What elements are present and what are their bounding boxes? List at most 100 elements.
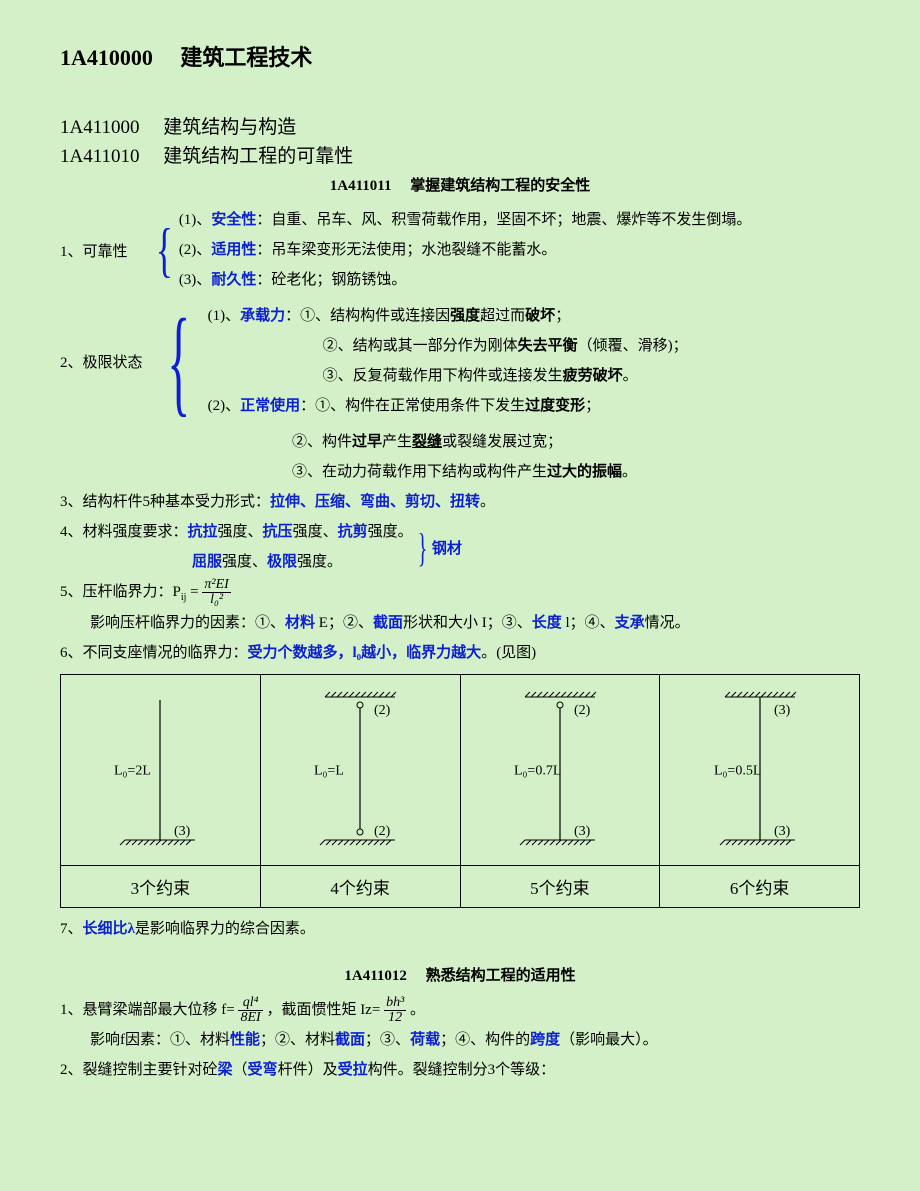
t: ql⁴ (238, 996, 262, 1011)
t: ；④、构件的 (440, 1032, 530, 1048)
t: 强度。 (368, 524, 413, 540)
t: 强度 (450, 308, 480, 324)
t: 抗拉 (188, 524, 218, 540)
table-diagram-cell: (2)(3)L₀=0.7L (460, 675, 660, 866)
item5: 5、压杆临界力：Pij = π²EI l₀² (60, 577, 860, 608)
table-diagram-cell: (3) (3) L₀=0.5L (660, 675, 860, 866)
t: l₀² (202, 593, 230, 607)
brace-icon: { (167, 319, 190, 403)
item2-line1c: ③、反复荷载作用下构件或连接发生疲劳破坏。 (208, 361, 860, 391)
item6: 6、不同支座情况的临界力：受力个数越多，l₀越小，临界力越大。(见图) (60, 638, 860, 668)
item1-1-rest: ：自重、吊车、风、积雪荷载作用，坚固不坏；地震、爆炸等不发生倒塌。 (256, 212, 751, 228)
t: 性能 (230, 1032, 260, 1048)
svg-text:(3): (3) (574, 824, 591, 839)
item2-line2b: ②、构件过早产生裂缝或裂缝发展过宽； (60, 427, 860, 457)
item1-line2: (2)、适用性：吊车梁变形无法使用；水池裂缝不能蓄水。 (179, 235, 860, 265)
main-title: 1A410000 建筑工程技术 (60, 40, 860, 72)
svg-text:L₀=L: L₀=L (314, 764, 344, 779)
svg-text:(3): (3) (774, 703, 791, 718)
sub2-title: 1A411010 建筑结构工程的可靠性 (60, 141, 860, 168)
t: ②、构件 (292, 434, 352, 450)
t: 构件。裂缝控制分3个等级： (368, 1062, 556, 1078)
table-diagram-row: (3)L₀=2L(2)(2)L₀=L(2)(3)L₀=0.7L(3)(3)L₀=… (61, 675, 860, 866)
t: ，截面惯性矩 Iz= (266, 1002, 384, 1018)
svg-text:(3): (3) (174, 824, 191, 839)
sub1-title: 1A411000 建筑结构与构造 (60, 112, 860, 139)
column-diagram: (2)(3)L₀=0.7L (465, 675, 655, 865)
t: 受力个数越多，l₀越小，临界力越大 (248, 645, 482, 661)
item2-line1: (1)、承载力：①、结构构件或连接因强度超过而破坏； (208, 301, 860, 331)
table-footer-row: 3个约束4个约束5个约束6个约束 (61, 866, 860, 908)
main-title-code: 1A410000 (60, 45, 153, 70)
t: 2、裂缝控制主要针对砼 (60, 1062, 218, 1078)
t: 1、悬臂梁端部最大位移 f= (60, 1002, 238, 1018)
t: 截面 (335, 1032, 365, 1048)
t: 7、 (60, 921, 83, 937)
column-diagram: (3) L₀=2L (65, 675, 255, 865)
sub2-text: 建筑结构工程的可靠性 (163, 146, 353, 167)
fraction: π²EI l₀² (202, 578, 230, 607)
fraction: ql⁴ 8EI (238, 996, 262, 1025)
item2-line2c: ③、在动力荷载作用下结构或构件产生过大的振幅。 (60, 457, 860, 487)
item3: 3、结构杆件5种基本受力形式：拉伸、压缩、弯曲、剪切、扭转。 (60, 487, 860, 517)
svg-text:L₀=0.5L: L₀=0.5L (714, 764, 761, 779)
item1-3-rest: ：砼老化；钢筋锈蚀。 (256, 272, 406, 288)
t: 受拉 (338, 1062, 368, 1078)
item1-3-key: 耐久性 (211, 272, 256, 288)
t: 极限 (267, 554, 297, 570)
t: 抗压 (263, 524, 293, 540)
t: 。 (622, 464, 637, 480)
t: 屈服 (192, 554, 222, 570)
t: 超过而 (480, 308, 525, 324)
svg-text:(3): (3) (774, 824, 791, 839)
steel-brace-icon: } (417, 524, 427, 571)
fraction: bh³ 12 (384, 996, 406, 1025)
t: 失去平衡 (518, 338, 578, 354)
table-footer-cell: 5个约束 (460, 866, 660, 908)
item2-line1b: ②、结构或其一部分作为刚体失去平衡（倾覆、滑移)； (208, 331, 860, 361)
sub3-title: 1A411011 掌握建筑结构工程的安全性 (60, 174, 860, 195)
t: 形状和大小 I；③、 (403, 615, 532, 631)
table-footer-cell: 3个约束 (61, 866, 261, 908)
s2-item2: 2、裂缝控制主要针对砼梁（受弯杆件）及受拉构件。裂缝控制分3个等级： (60, 1055, 860, 1085)
t: (2)、 (208, 398, 241, 414)
t: 或裂缝发展过宽； (442, 434, 562, 450)
t: 过大的振幅 (547, 464, 622, 480)
s2-item1: 1、悬臂梁端部最大位移 f= ql⁴ 8EI ，截面惯性矩 Iz= bh³ 12… (60, 995, 860, 1025)
item4-steel: 钢材 (432, 537, 462, 558)
t: 长度 (532, 615, 562, 631)
t: bh³ (384, 996, 406, 1011)
t: E；②、 (315, 615, 373, 631)
t: 8EI (238, 1011, 262, 1025)
t: 是影响临界力的综合因素。 (135, 921, 315, 937)
t: 梁 (218, 1062, 233, 1078)
t: 荷载 (410, 1032, 440, 1048)
sub3-text: 掌握建筑结构工程的安全性 (410, 178, 590, 194)
item4-a: 4、材料强度要求：抗拉强度、抗压强度、抗剪强度。 (60, 517, 413, 547)
column-diagram: (3) (3) L₀=0.5L (665, 675, 855, 865)
t: 影响f因素：①、材料 (90, 1032, 230, 1048)
svg-text:L₀=2L: L₀=2L (114, 764, 151, 779)
item1-line3: (3)、耐久性：砼老化；钢筋锈蚀。 (179, 265, 860, 295)
t: 产生 (382, 434, 412, 450)
t: 影响压杆临界力的因素：①、 (90, 615, 285, 631)
svg-text:L₀=0.7L: L₀=0.7L (514, 764, 561, 779)
t: 。 (480, 494, 495, 510)
t: 情况。 (645, 615, 690, 631)
t: 4、材料强度要求： (60, 524, 188, 540)
t: 杆件）及 (278, 1062, 338, 1078)
item1-3-pre: (3)、 (179, 272, 212, 288)
t: ：①、结构构件或连接因 (285, 308, 450, 324)
t: 支承 (615, 615, 645, 631)
t: 正常使用 (240, 398, 300, 414)
t: 强度、 (293, 524, 338, 540)
t: 承载力 (240, 308, 285, 324)
sub1-text: 建筑结构与构造 (163, 117, 296, 138)
t: ；②、材料 (260, 1032, 335, 1048)
svg-text:(2): (2) (374, 824, 391, 839)
t: 12 (384, 1011, 406, 1025)
t: 。 (410, 1002, 425, 1018)
item1-1-key: 安全性 (211, 212, 256, 228)
t: 受弯 (248, 1062, 278, 1078)
t: 强度。 (297, 554, 342, 570)
